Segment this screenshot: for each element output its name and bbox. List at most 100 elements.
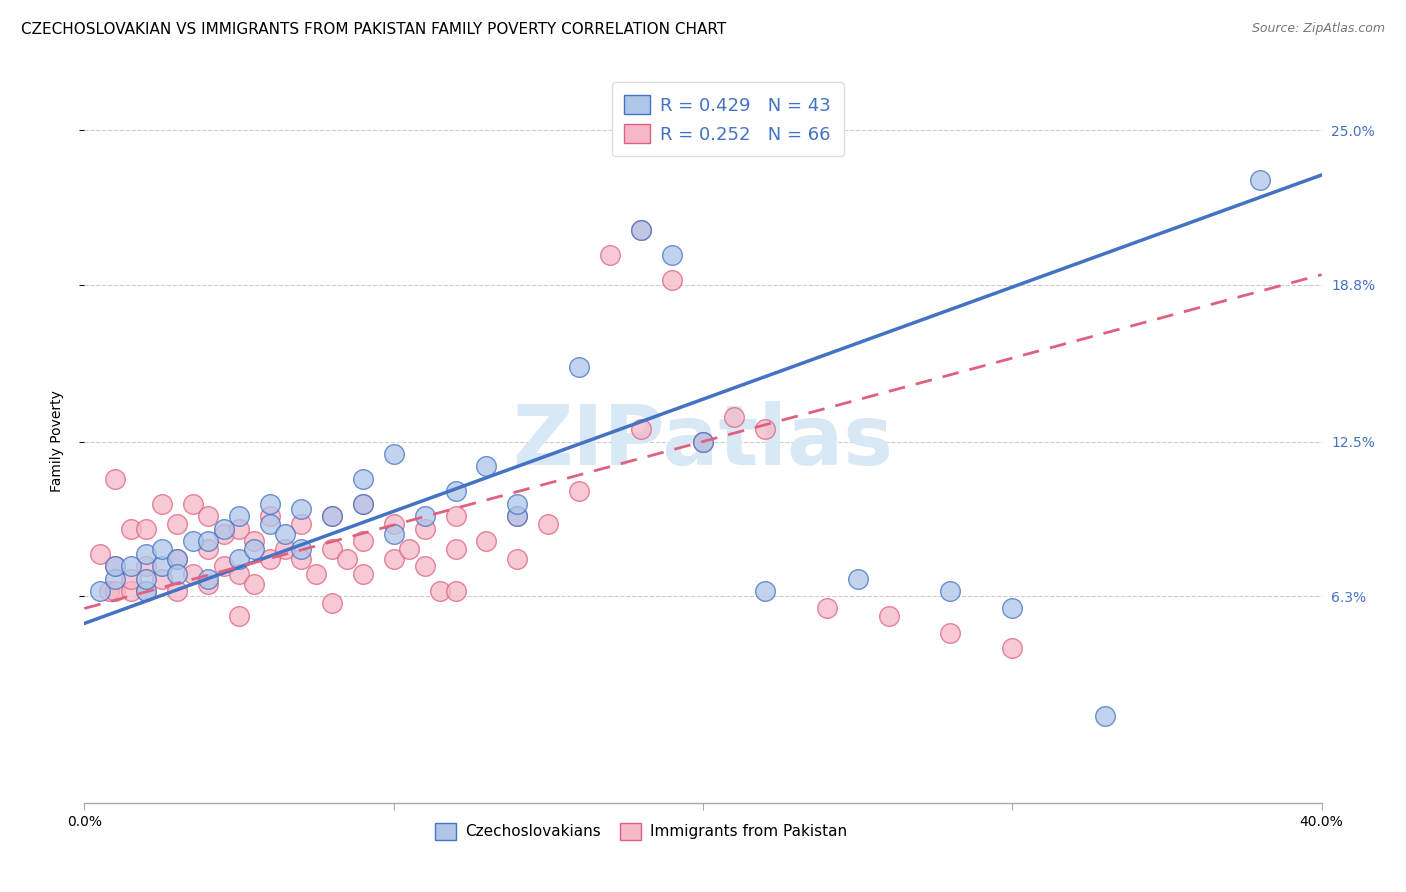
Point xyxy=(444,541,467,556)
Point xyxy=(228,566,250,581)
Point xyxy=(630,223,652,237)
Point xyxy=(1094,708,1116,723)
Point xyxy=(429,584,451,599)
Point xyxy=(506,497,529,511)
Point xyxy=(630,223,652,237)
Y-axis label: Family Poverty: Family Poverty xyxy=(49,391,63,492)
Point xyxy=(243,576,266,591)
Point xyxy=(352,497,374,511)
Point xyxy=(444,584,467,599)
Point xyxy=(1249,173,1271,187)
Point xyxy=(259,516,281,531)
Point xyxy=(135,522,157,536)
Point xyxy=(197,576,219,591)
Point xyxy=(89,547,111,561)
Point xyxy=(259,497,281,511)
Point xyxy=(475,459,498,474)
Point xyxy=(104,584,127,599)
Text: Source: ZipAtlas.com: Source: ZipAtlas.com xyxy=(1251,22,1385,36)
Point xyxy=(352,497,374,511)
Point xyxy=(754,584,776,599)
Point xyxy=(150,559,173,574)
Point xyxy=(243,534,266,549)
Point xyxy=(166,516,188,531)
Point xyxy=(382,516,405,531)
Point xyxy=(336,551,359,566)
Point xyxy=(661,248,683,262)
Point xyxy=(352,534,374,549)
Point xyxy=(290,541,312,556)
Point xyxy=(197,534,219,549)
Point xyxy=(939,584,962,599)
Point xyxy=(166,584,188,599)
Point xyxy=(228,522,250,536)
Point xyxy=(506,509,529,524)
Point xyxy=(98,584,121,599)
Point xyxy=(166,551,188,566)
Point xyxy=(692,434,714,449)
Point xyxy=(475,534,498,549)
Point xyxy=(398,541,420,556)
Point xyxy=(228,551,250,566)
Point xyxy=(413,509,436,524)
Point xyxy=(321,541,343,556)
Point xyxy=(120,584,142,599)
Point xyxy=(135,559,157,574)
Point xyxy=(150,497,173,511)
Point xyxy=(166,551,188,566)
Point xyxy=(259,551,281,566)
Point xyxy=(212,526,235,541)
Point xyxy=(135,547,157,561)
Point xyxy=(846,572,869,586)
Point xyxy=(568,484,591,499)
Point xyxy=(1001,641,1024,656)
Point xyxy=(212,559,235,574)
Point xyxy=(599,248,621,262)
Point xyxy=(305,566,328,581)
Point xyxy=(166,566,188,581)
Point xyxy=(104,559,127,574)
Point xyxy=(568,359,591,374)
Point xyxy=(630,422,652,436)
Point xyxy=(120,522,142,536)
Point xyxy=(321,509,343,524)
Point xyxy=(243,541,266,556)
Point xyxy=(939,626,962,640)
Point xyxy=(228,509,250,524)
Point xyxy=(877,609,900,624)
Point xyxy=(290,516,312,531)
Point xyxy=(661,272,683,286)
Point xyxy=(382,447,405,461)
Point xyxy=(135,584,157,599)
Point xyxy=(274,541,297,556)
Point xyxy=(104,559,127,574)
Point xyxy=(212,522,235,536)
Point xyxy=(537,516,560,531)
Point xyxy=(506,509,529,524)
Point xyxy=(150,541,173,556)
Point xyxy=(104,472,127,486)
Point xyxy=(89,584,111,599)
Point xyxy=(120,572,142,586)
Point xyxy=(444,484,467,499)
Point xyxy=(135,584,157,599)
Point xyxy=(104,572,127,586)
Point xyxy=(1001,601,1024,615)
Text: CZECHOSLOVAKIAN VS IMMIGRANTS FROM PAKISTAN FAMILY POVERTY CORRELATION CHART: CZECHOSLOVAKIAN VS IMMIGRANTS FROM PAKIS… xyxy=(21,22,727,37)
Point xyxy=(321,597,343,611)
Point xyxy=(382,551,405,566)
Point xyxy=(135,572,157,586)
Point xyxy=(120,559,142,574)
Point xyxy=(197,572,219,586)
Point xyxy=(290,551,312,566)
Point xyxy=(352,472,374,486)
Point xyxy=(413,559,436,574)
Text: ZIPatlas: ZIPatlas xyxy=(513,401,893,482)
Point xyxy=(228,609,250,624)
Point xyxy=(181,534,204,549)
Point xyxy=(274,526,297,541)
Point xyxy=(290,501,312,516)
Point xyxy=(815,601,838,615)
Point xyxy=(259,509,281,524)
Point xyxy=(444,509,467,524)
